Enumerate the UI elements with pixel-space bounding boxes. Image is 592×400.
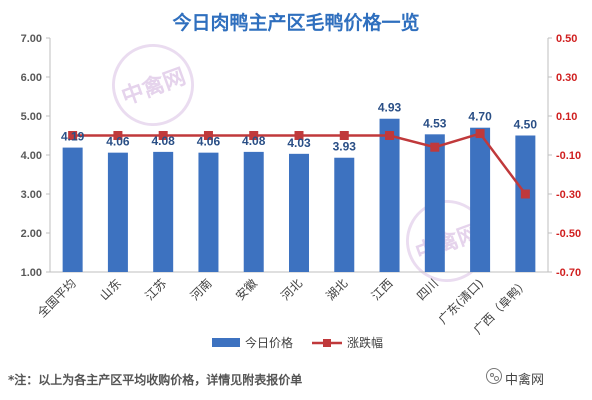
x-tick-label: 河南: [187, 276, 215, 304]
left-tick-label: 2.00: [21, 228, 42, 240]
bar-data-label: 4.50: [514, 118, 538, 132]
left-tick-label: 5.00: [21, 111, 42, 123]
x-tick-label: 江西: [369, 276, 396, 303]
bar: [424, 134, 445, 272]
x-tick-label: 河北: [278, 276, 305, 303]
bar-data-label: 4.08: [242, 134, 266, 148]
right-tick-label: -0.10: [556, 150, 581, 162]
bar-data-label: 4.03: [287, 136, 311, 150]
x-tick-label: 山东: [97, 276, 124, 303]
legend-swatch-marker: [323, 339, 331, 347]
right-tick-label: 0.30: [556, 72, 577, 84]
change-point: [113, 131, 123, 140]
bar: [334, 157, 355, 272]
bar-data-label: 4.06: [197, 135, 221, 149]
right-tick-label: -0.50: [556, 228, 581, 240]
change-point: [249, 131, 259, 140]
bar: [289, 153, 309, 272]
x-tick-label: 湖北: [323, 276, 351, 304]
brand-name: 中禽网: [505, 373, 545, 388]
legend-swatch-bar: [212, 338, 240, 347]
change-point: [68, 131, 78, 140]
bar: [379, 118, 400, 272]
bar-data-label: 4.70: [468, 110, 492, 124]
change-point: [339, 131, 349, 140]
footnote: *注：以上为各主产区平均收购价格，详情见附表报价单: [8, 373, 303, 387]
left-tick-label: 1.00: [21, 267, 42, 279]
brand-icon: [486, 368, 502, 384]
change-point: [294, 131, 304, 140]
change-point: [385, 131, 395, 140]
bar: [62, 147, 83, 272]
x-tick-label: 全国平均: [34, 276, 79, 321]
x-tick-label: 安徽: [232, 276, 260, 304]
change-point: [430, 142, 440, 152]
bar: [470, 127, 491, 272]
change-point: [158, 131, 168, 140]
chart-title: 今日肉鸭主产区毛鸭价格一览: [172, 12, 420, 34]
change-point: [203, 131, 213, 140]
bar-data-label: 4.08: [152, 134, 176, 148]
right-tick-label: -0.30: [556, 189, 581, 201]
bar-data-label: 4.53: [423, 116, 447, 130]
change-point: [520, 189, 530, 199]
bar-data-label: 4.19: [61, 130, 85, 144]
bar: [515, 135, 536, 272]
right-tick-label: 0.50: [556, 33, 577, 45]
bar: [107, 152, 128, 272]
left-tick-label: 7.00: [21, 33, 42, 45]
bar-data-label: 3.93: [333, 140, 357, 154]
bar-data-label: 4.06: [106, 135, 130, 149]
bar: [153, 151, 174, 272]
left-tick-label: 3.00: [21, 189, 42, 201]
right-tick-label: -0.70: [556, 267, 581, 279]
bar: [198, 152, 219, 272]
legend-label-line: 涨跌幅: [347, 335, 383, 350]
left-tick-label: 6.00: [21, 72, 42, 84]
x-tick-label: 四川: [414, 276, 441, 303]
change-point: [475, 129, 485, 139]
bar: [243, 151, 264, 272]
left-tick-label: 4.00: [21, 150, 42, 162]
right-tick-label: 0.10: [556, 111, 577, 123]
x-tick-label: 江苏: [142, 276, 169, 303]
bar-data-label: 4.93: [378, 101, 402, 115]
legend-label-bar: 今日价格: [245, 335, 293, 350]
